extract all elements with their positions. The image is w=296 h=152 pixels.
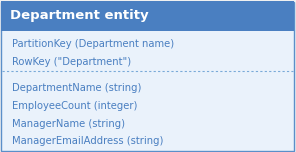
Text: EmployeeCount (integer): EmployeeCount (integer) <box>12 101 137 111</box>
FancyBboxPatch shape <box>1 1 294 31</box>
Text: ManagerEmailAddress (string): ManagerEmailAddress (string) <box>12 136 163 146</box>
Text: ManagerName (string): ManagerName (string) <box>12 119 125 129</box>
Text: RowKey ("Department"): RowKey ("Department") <box>12 57 131 67</box>
Text: DepartmentName (string): DepartmentName (string) <box>12 83 141 93</box>
FancyBboxPatch shape <box>1 2 294 151</box>
Text: PartitionKey (Department name): PartitionKey (Department name) <box>12 39 174 49</box>
Text: Department entity: Department entity <box>10 9 149 22</box>
